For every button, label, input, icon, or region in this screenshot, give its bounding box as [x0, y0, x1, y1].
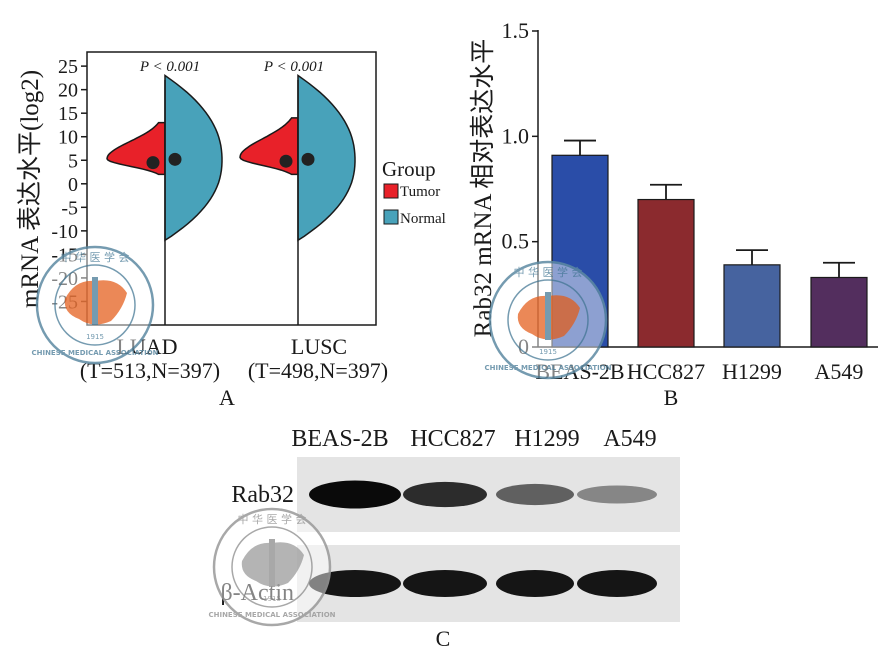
violin-normal-lusc: [297, 74, 356, 242]
violin-y-tick-label: 0: [68, 174, 78, 196]
blot-band-1-3: [577, 569, 657, 598]
blot-lane-labels: BEAS-2B HCC827 H1299 A549: [291, 426, 656, 452]
legend-label-tumor: Tumor: [400, 184, 440, 200]
seal-ring-text: CHINESE MEDICAL ASSOCIATION: [31, 349, 158, 357]
mean-dot-tumor-lusc: [279, 154, 293, 168]
watermark-seal: 中 华 医 学 会 1915 CHINESE MEDICAL ASSOCIATION: [31, 245, 159, 365]
bar-x-tick-a549: A549: [815, 359, 864, 384]
bar-y-tick-label: 1.5: [502, 18, 530, 43]
seal-inner-ring: [231, 526, 313, 608]
blot-band-0-2: [496, 483, 574, 506]
panel-c-label: C: [436, 626, 451, 651]
violin-means: [146, 152, 315, 170]
seal-staff: [269, 539, 275, 587]
panel-a-label: A: [219, 385, 235, 410]
seal-year: 1915: [263, 595, 281, 603]
blot-lane-label-beas-2b: BEAS-2B: [291, 426, 388, 452]
blot-row-label-0: Rab32: [231, 482, 294, 508]
panel-b-label: B: [664, 385, 679, 410]
violin-x-sublabel-lusc: (T=498,N=397): [248, 358, 388, 383]
seal-ring-text: CHINESE MEDICAL ASSOCIATION: [208, 611, 335, 619]
bar-y-tick-label: 1.0: [502, 123, 530, 148]
blot-band-1-0: [309, 569, 401, 598]
bar-x-axis: BEAS-2B HCC827 H1299 A549: [535, 359, 863, 384]
bar-x-tick-h1299: H1299: [722, 359, 782, 384]
violins: [106, 74, 356, 325]
violin-plot-area: [86, 51, 377, 326]
p-value-label-luad: P < 0.001: [139, 59, 200, 75]
blot-lane-label-h1299: H1299: [514, 426, 579, 452]
seal-staff: [92, 277, 98, 325]
blot-band-1-2: [496, 569, 574, 598]
violin-legend: Group Tumor Normal: [382, 157, 446, 227]
bar-y-axis-label: Rab32 mRNA 相对表达水平: [469, 39, 497, 338]
western-blot-panel: BEAS-2B HCC827 H1299 A549 Rab32β-Actin C: [220, 426, 680, 651]
violin-x-tick-lusc: LUSC: [291, 334, 347, 359]
seal-inner-ring: [54, 264, 136, 346]
seal-year: 1915: [539, 348, 557, 356]
legend-swatch-normal: [383, 209, 399, 225]
blot-lane-label-hcc827: HCC827: [410, 426, 495, 452]
mean-dot-tumor-luad: [146, 156, 160, 170]
legend-label-normal: Normal: [400, 211, 446, 227]
violin-y-tick-label: -5: [61, 197, 78, 219]
p-value-label-lusc: P < 0.001: [263, 59, 324, 75]
seal-staff: [545, 292, 551, 340]
violin-normal-luad: [164, 74, 223, 242]
blot-rows: Rab32β-Actin: [220, 457, 680, 622]
violin-y-tick-label: 25: [58, 56, 78, 78]
bar-y-tick-label: 0: [518, 334, 529, 359]
mean-dot-normal-lusc: [301, 152, 315, 166]
bar-x-tick-hcc827: HCC827: [627, 359, 705, 384]
mean-dot-normal-luad: [168, 152, 182, 166]
seal-top-text: 中 华 医 学 会: [61, 250, 130, 264]
blot-band-0-0: [309, 480, 401, 509]
bar-y-axis: 0 0.5 1.0 1.5: [502, 18, 538, 359]
bar-hcc827: [637, 198, 695, 348]
violin-y-tick-label: 20: [58, 80, 78, 102]
blot-band-0-1: [403, 481, 487, 508]
violin-y-tick-label: 5: [68, 150, 78, 172]
bar-h1299: [723, 264, 781, 348]
blot-band-1-1: [403, 569, 487, 598]
seal-inner-ring: [507, 279, 589, 361]
seal-top-text: 中 华 医 学 会: [238, 512, 307, 526]
blot-band-0-3: [577, 485, 657, 504]
legend-swatch-tumor: [383, 183, 399, 199]
seal-year: 1915: [86, 333, 104, 341]
violin-y-tick-label: 15: [58, 103, 78, 125]
violin-y-tick-label: -10: [51, 221, 78, 243]
watermark-seal: 中 华 医 学 会 1915 CHINESE MEDICAL ASSOCIATION: [484, 260, 612, 380]
bar-a549: [810, 276, 868, 348]
seal-ring-text: CHINESE MEDICAL ASSOCIATION: [484, 364, 611, 372]
bar-x-tick-beas-2b: BEAS-2B: [535, 359, 624, 384]
blot-lane-label-a549: A549: [603, 426, 656, 452]
legend-title: Group: [382, 157, 436, 181]
violin-y-axis-label: mRNA 表达水平(log2): [16, 70, 44, 308]
bar-y-tick-label: 0.5: [502, 229, 530, 254]
watermarks: 中 华 医 学 会 1915 CHINESE MEDICAL ASSOCIATION…: [31, 245, 612, 627]
violin-y-tick-label: 10: [58, 127, 78, 149]
seal-top-text: 中 华 医 学 会: [514, 265, 583, 279]
watermark-seal: 中 华 医 学 会 1915 CHINESE MEDICAL ASSOCIATION: [208, 507, 336, 627]
